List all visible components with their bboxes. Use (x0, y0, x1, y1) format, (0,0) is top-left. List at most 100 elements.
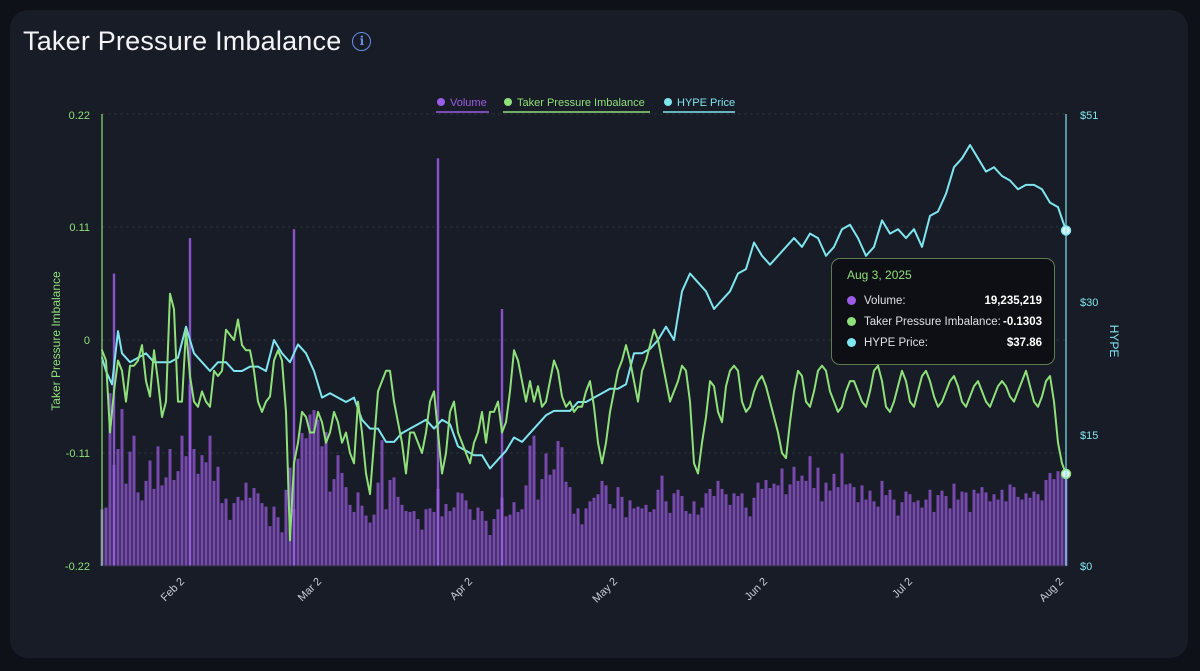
volume-bar (656, 489, 660, 566)
right-tick: $15 (1080, 430, 1098, 442)
volume-bar (740, 493, 744, 566)
legend-item-volume[interactable]: Volume (436, 97, 489, 113)
volume-bar (324, 432, 328, 566)
volume-bar (556, 441, 560, 566)
volume-bar (192, 449, 196, 566)
volume-bar (520, 509, 524, 566)
volume-bar (776, 485, 780, 566)
volume-bar (120, 409, 124, 566)
volume-bar (896, 515, 900, 566)
volume-bar (544, 453, 548, 566)
volume-bar (1000, 489, 1004, 566)
left-tick: 0.22 (69, 110, 90, 122)
volume-bar (480, 511, 484, 566)
volume-bar (140, 500, 144, 566)
header: Taker Pressure Imbalance i (23, 26, 372, 57)
volume-bar (212, 480, 216, 566)
volume-bar (196, 473, 200, 566)
volume-bar (620, 496, 624, 566)
volume-bar (804, 480, 808, 566)
volume-bar (792, 466, 796, 566)
volume-bar (608, 503, 612, 566)
volume-bar (840, 453, 844, 566)
volume-bar (116, 449, 120, 566)
volume-bar (920, 507, 924, 566)
volume-bar (1056, 471, 1060, 566)
volume-bar (168, 449, 172, 566)
volume-bar (808, 456, 812, 566)
volume-bar (148, 460, 152, 566)
x-tick: Jul 2 (890, 576, 915, 601)
volume-bar (800, 475, 804, 566)
volume-bar (576, 508, 580, 566)
volume-bar (400, 504, 404, 566)
volume-bar (240, 500, 244, 566)
volume-bar (560, 447, 564, 566)
volume-bar (780, 468, 784, 566)
volume-bar (1060, 474, 1064, 566)
volume-bar (532, 435, 536, 566)
x-tick: Mar 2 (296, 576, 324, 604)
volume-bar (728, 504, 732, 566)
x-tick: Feb 2 (159, 576, 187, 604)
volume-bar (944, 495, 948, 566)
volume-bar (452, 507, 456, 566)
volume-bar (988, 501, 992, 566)
volume-bar (268, 526, 272, 566)
volume-bar (248, 497, 252, 566)
legend-item-tpi[interactable]: Taker Pressure Imbalance (503, 97, 650, 113)
volume-bar (152, 488, 156, 566)
volume-bar (772, 483, 776, 566)
tooltip-label: Taker Pressure Imbalance: (864, 315, 1001, 328)
volume-bar (296, 458, 300, 566)
volume-bar (516, 511, 520, 566)
volume-bar (492, 519, 496, 566)
volume-bar (876, 506, 880, 566)
volume-bar (860, 485, 864, 566)
volume-bar (1032, 491, 1036, 566)
tooltip-label: Volume: (864, 294, 906, 307)
volume-bar (332, 479, 336, 566)
volume-bar (756, 482, 760, 566)
volume-bar (972, 489, 976, 566)
volume-bar (616, 487, 620, 566)
volume-bar (312, 410, 316, 566)
volume-bar (364, 515, 368, 566)
volume-bar (1020, 499, 1024, 566)
volume-bar (200, 455, 204, 566)
legend-dot-tpi (504, 98, 512, 106)
volume-bar-peak (292, 229, 296, 566)
legend-label-price: HYPE Price (677, 97, 735, 109)
volume-bar (220, 503, 224, 566)
volume-bar-peak (436, 158, 440, 566)
volume-bar (108, 393, 112, 566)
volume-bar (1024, 493, 1028, 566)
page-title: Taker Pressure Imbalance (23, 26, 342, 56)
volume-bar (932, 511, 936, 566)
volume-bar (796, 480, 800, 566)
volume-bar (144, 480, 148, 566)
volume-bar (948, 508, 952, 566)
volume-bar (916, 500, 920, 566)
volume-bar (676, 489, 680, 566)
volume-bar (160, 485, 164, 566)
volume-bar (256, 493, 260, 566)
volume-bar (600, 480, 604, 566)
tooltip-value: -0.1303 (1002, 315, 1042, 328)
volume-bar (504, 516, 508, 566)
volume-bar (260, 503, 264, 566)
volume-bar (484, 520, 488, 566)
volume-bar (412, 511, 416, 566)
volume-bar (604, 485, 608, 566)
volume-bar (1012, 487, 1016, 566)
volume-bar (968, 511, 972, 566)
volume-bar (448, 511, 452, 566)
info-icon[interactable]: i (352, 32, 372, 51)
tooltip-date: Aug 3, 2025 (847, 268, 912, 282)
legend-item-price[interactable]: HYPE Price (663, 97, 735, 113)
volume-bar (652, 509, 656, 566)
volume-bar (752, 497, 756, 566)
volume-bar (508, 514, 512, 566)
volume-bar (976, 493, 980, 566)
volume-bar (668, 512, 672, 566)
